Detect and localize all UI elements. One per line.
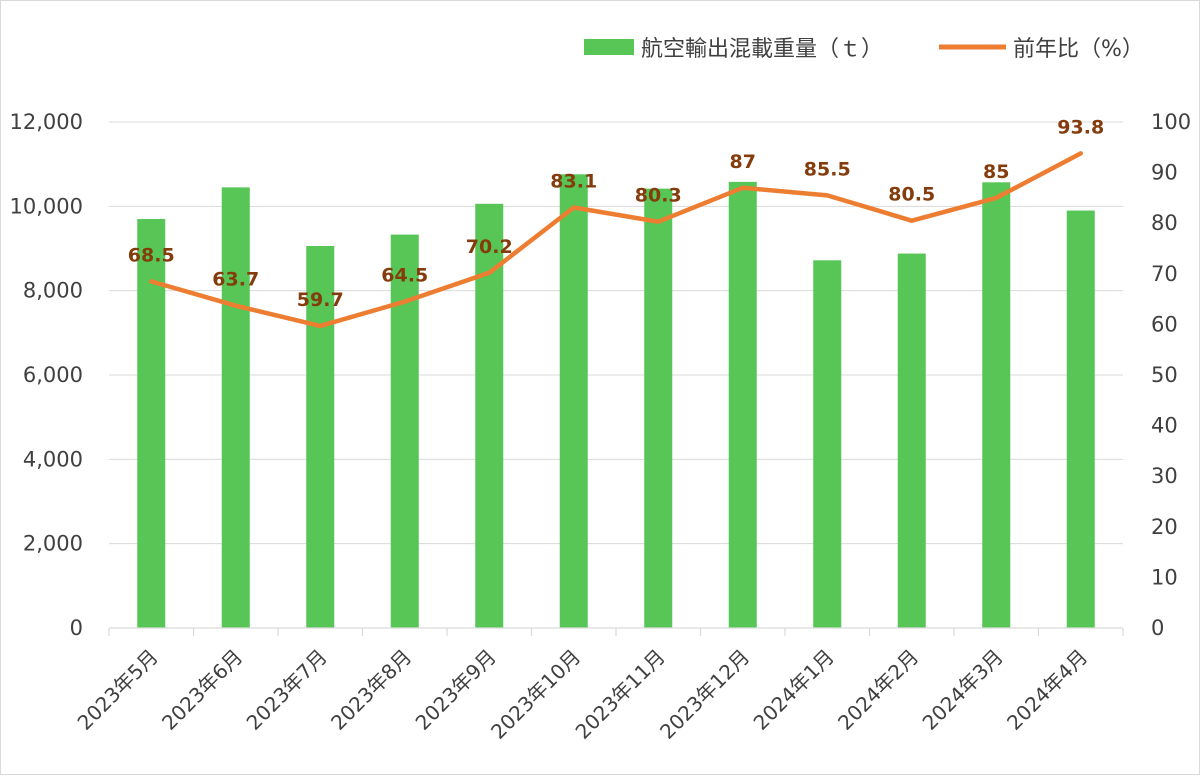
data-label: 85.5: [804, 158, 851, 180]
data-label: 85: [983, 161, 1009, 183]
data-label: 80.5: [888, 184, 935, 206]
right-tick-label: 70: [1151, 262, 1178, 286]
data-label: 64.5: [381, 265, 428, 287]
x-tick-label: 2024年3月: [918, 645, 1008, 735]
left-tick-label: 2,000: [23, 532, 83, 556]
right-tick-label: 30: [1151, 464, 1178, 488]
legend-label-bar: 航空輸出混載重量（ｔ）: [641, 37, 883, 62]
bar: [813, 260, 842, 628]
data-label: 59.7: [297, 289, 344, 311]
bar: [897, 253, 926, 628]
right-tick-label: 50: [1151, 363, 1178, 387]
data-label: 68.5: [128, 244, 175, 266]
bar: [137, 218, 166, 628]
legend-swatch-bar: [584, 39, 634, 55]
left-tick-label: 4,000: [23, 447, 83, 471]
data-label: 93.8: [1057, 116, 1104, 138]
legend-label-line: 前年比（%）: [1013, 37, 1144, 62]
gridlines: [109, 121, 1123, 545]
x-tick-label: 2023年7月: [242, 645, 332, 735]
x-tick-label: 2024年1月: [749, 645, 839, 735]
data-label: 63.7: [212, 269, 259, 291]
bar-series: [137, 174, 1095, 629]
bar: [982, 182, 1011, 628]
x-tick-label: 2023年5月: [73, 645, 163, 735]
bar: [728, 181, 757, 629]
bar: [306, 245, 335, 628]
left-tick-label: 12,000: [10, 110, 83, 134]
left-tick-label: 6,000: [23, 363, 83, 387]
legend: 航空輸出混載重量（ｔ） 前年比（%）: [584, 37, 1144, 62]
bar: [1066, 210, 1095, 629]
x-tick-label: 2023年8月: [326, 645, 416, 735]
right-axis-ticks: 0 10 20 30 40 50 60 70 80 90 100: [1151, 110, 1191, 640]
bar: [221, 187, 250, 628]
x-tick-label: 2024年4月: [1002, 645, 1092, 735]
data-label: 87: [730, 151, 756, 173]
data-label: 80.3: [635, 185, 682, 207]
x-tick-label: 2023年9月: [411, 645, 501, 735]
right-tick-label: 40: [1151, 414, 1178, 438]
right-tick-label: 20: [1151, 515, 1178, 539]
left-tick-label: 0: [70, 616, 83, 640]
left-tick-label: 8,000: [23, 279, 83, 303]
x-tick-label: 2023年12月: [655, 645, 754, 744]
right-tick-label: 80: [1151, 211, 1178, 235]
right-tick-label: 0: [1151, 616, 1164, 640]
left-axis-ticks: 0 2,000 4,000 6,000 8,000 10,000 12,000: [10, 110, 83, 640]
bar: [390, 234, 419, 628]
line-series: [149, 151, 1083, 329]
data-label: 70.2: [466, 236, 513, 258]
x-axis: [108, 627, 1124, 636]
x-tick-label: 2023年6月: [157, 645, 247, 735]
data-label: 83.1: [550, 171, 597, 193]
x-tick-label: 2023年10月: [486, 645, 585, 744]
right-tick-label: 100: [1151, 110, 1191, 134]
left-tick-label: 10,000: [10, 194, 83, 218]
bar: [559, 174, 588, 628]
data-labels: 68.5 63.7 59.7 64.5 70.2 83.1 80.3 87 85.5 80.5 85…: [128, 116, 1104, 311]
right-tick-label: 60: [1151, 312, 1178, 336]
line-path: [149, 151, 1083, 329]
right-tick-label: 10: [1151, 565, 1178, 589]
bar: [644, 188, 673, 628]
x-tick-label: 2023年11月: [571, 645, 670, 744]
x-axis-ticks: 2023年5月2023年6月2023年7月2023年8月2023年9月2023年…: [73, 645, 1093, 744]
right-tick-label: 90: [1151, 161, 1178, 185]
x-tick-label: 2024年2月: [833, 645, 923, 735]
